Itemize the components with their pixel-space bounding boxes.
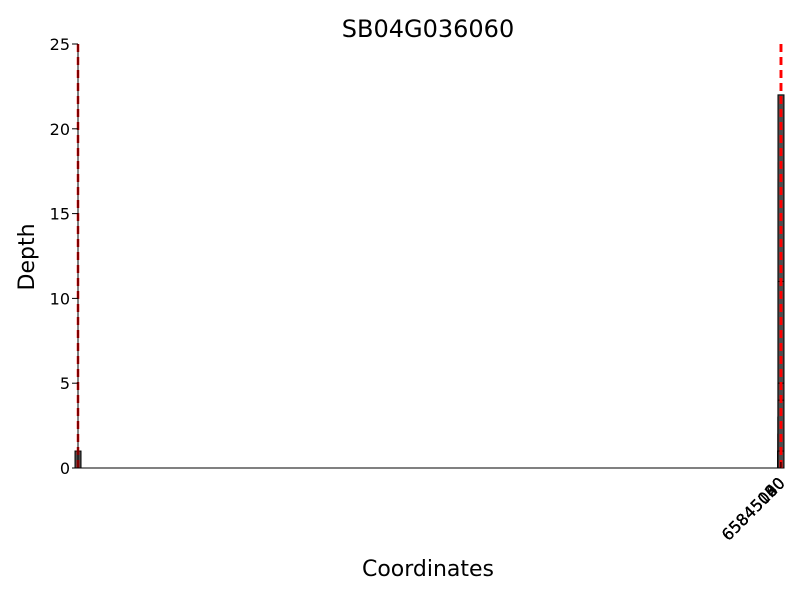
y-tick-label: 15 (50, 205, 70, 224)
y-axis-ticks: 0 5 10 15 20 25 (50, 35, 78, 478)
y-tick-label: 25 (50, 35, 70, 54)
y-tick-label: 0 (60, 459, 70, 478)
x-axis-ticks: 6584500065845020658450406584506065845080… (718, 462, 789, 544)
chart-title: SB04G036060 (342, 15, 514, 43)
x-axis-label: Coordinates (362, 557, 494, 582)
y-axis-label: Depth (15, 223, 40, 290)
y-tick-label: 5 (60, 374, 70, 393)
vertical-marker-lines (76, 44, 783, 468)
y-tick-label: 20 (50, 120, 70, 139)
y-tick-label: 10 (50, 289, 70, 308)
bars-group (74, 94, 785, 469)
x-tick-label: 65845100 (718, 473, 789, 544)
